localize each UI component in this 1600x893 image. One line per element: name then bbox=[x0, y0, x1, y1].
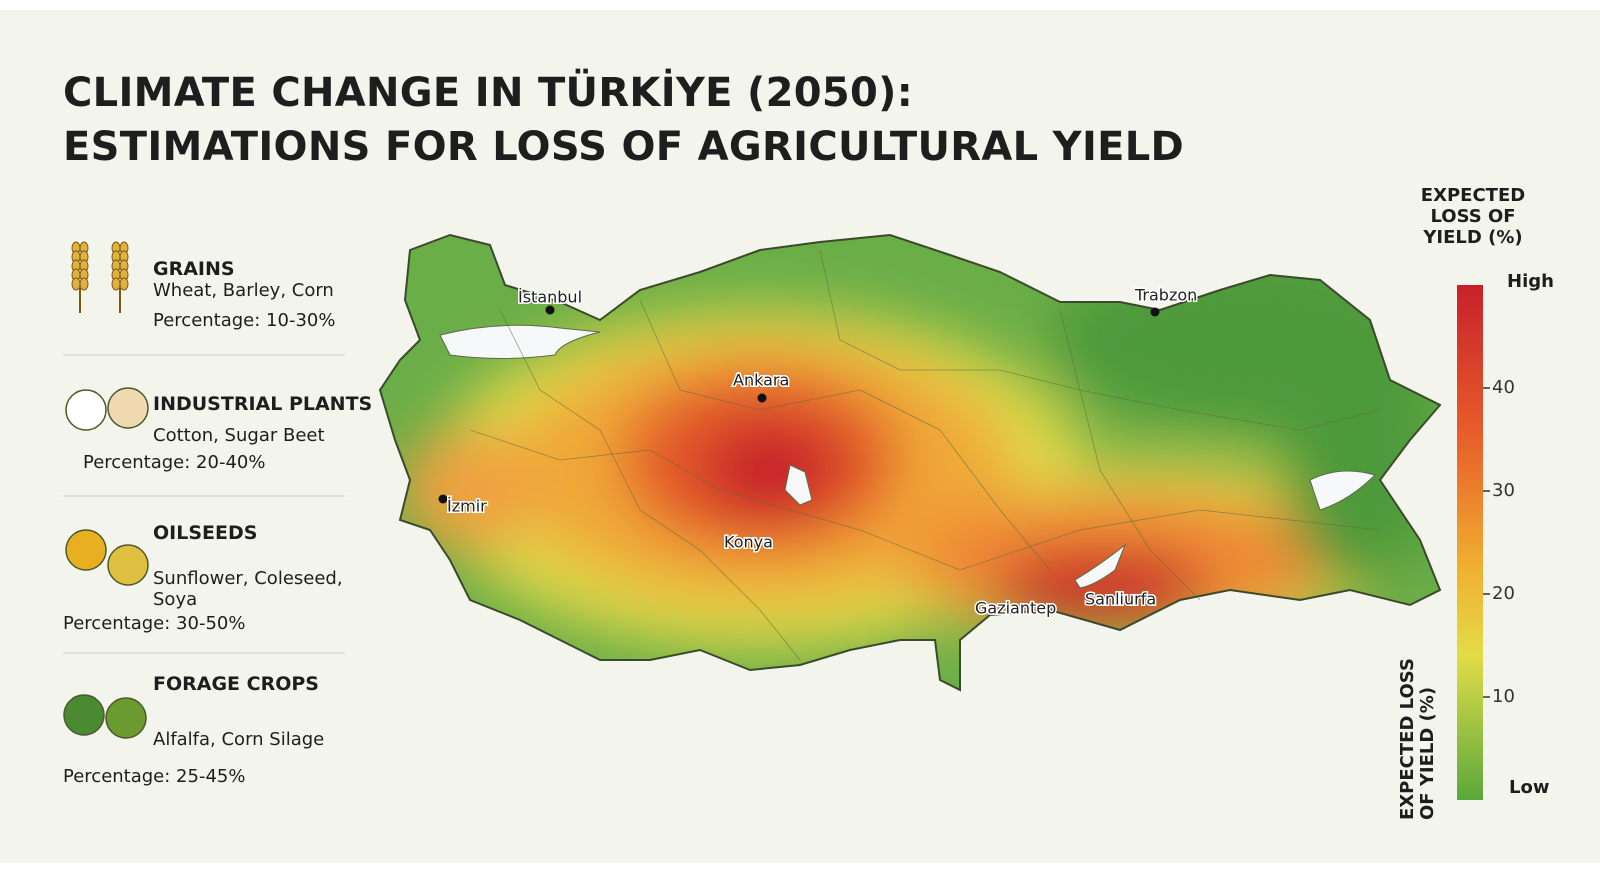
city-label: İzmir bbox=[447, 497, 487, 516]
tick-label: 20 bbox=[1492, 583, 1515, 604]
city-label: Ankara bbox=[733, 371, 789, 390]
separator bbox=[63, 354, 345, 356]
title-line: CLIMATE CHANGE IN TÜRKİYE (2050): bbox=[63, 70, 913, 116]
crop-name: INDUSTRIAL PLANTS bbox=[153, 393, 373, 415]
crop-examples: Wheat, Barley, Corn bbox=[153, 280, 334, 301]
icon bbox=[65, 389, 107, 431]
water bbox=[439, 324, 1376, 589]
crop-name: GRAINS bbox=[153, 258, 235, 280]
crop-examples: Sunflower, Coleseed, Soya bbox=[153, 568, 343, 610]
infographic: CLIMATE CHANGE IN TÜRKİYE (2050): ESTIMA… bbox=[0, 10, 1600, 863]
tick-label: 10 bbox=[1492, 686, 1515, 707]
city-label: Konya bbox=[724, 533, 773, 552]
legend-title: EXPECTED LOSS OF YIELD (%) bbox=[1420, 185, 1526, 248]
city-dot bbox=[757, 393, 767, 403]
city-dot bbox=[1150, 307, 1160, 317]
crop-percentage: Percentage: 25-45% bbox=[63, 766, 246, 787]
icon bbox=[111, 277, 121, 291]
crop-percentage: Percentage: 20-40% bbox=[83, 452, 266, 473]
city-label: İstanbul bbox=[518, 288, 582, 307]
separator bbox=[63, 495, 345, 497]
city-label: Sanliurfa bbox=[1085, 590, 1156, 609]
icon bbox=[105, 697, 147, 739]
province-lines bbox=[469, 249, 1381, 661]
icon bbox=[79, 277, 89, 291]
legend-low: Low bbox=[1509, 777, 1550, 798]
city-label: Gaziantep bbox=[975, 599, 1056, 618]
crop-percentage: Percentage: 30-50% bbox=[63, 613, 246, 634]
crop-name: FORAGE CROPS bbox=[153, 673, 319, 695]
icon bbox=[71, 277, 81, 291]
city-label: Trabzon bbox=[1134, 286, 1197, 305]
separator bbox=[63, 652, 345, 654]
icon bbox=[107, 387, 149, 429]
crop-examples: Alfalfa, Corn Silage bbox=[153, 729, 325, 750]
tick-label: 30 bbox=[1492, 480, 1515, 501]
city-dot bbox=[545, 305, 555, 315]
colorbar bbox=[1457, 285, 1483, 800]
icon bbox=[63, 694, 105, 736]
crop-name: OILSEEDS bbox=[153, 522, 258, 544]
crop-examples: Cotton, Sugar Beet bbox=[153, 425, 325, 446]
icon bbox=[119, 277, 129, 291]
border bbox=[378, 233, 1442, 692]
legend-side-label: EXPECTED LOSS OF YIELD (%) bbox=[1397, 658, 1438, 820]
tick-label: 40 bbox=[1492, 377, 1515, 398]
icon bbox=[65, 529, 107, 571]
city-dot bbox=[438, 494, 448, 504]
legend-high: High bbox=[1507, 271, 1554, 292]
icon bbox=[107, 544, 149, 586]
title-line: ESTIMATIONS FOR LOSS OF AGRICULTURAL YIE… bbox=[63, 124, 1185, 170]
crop-percentage: Percentage: 10-30% bbox=[153, 310, 336, 331]
map-and-icons: İstanbul Trabzon Ankara İzmir Konya Gaziantep… bbox=[63, 233, 1515, 800]
